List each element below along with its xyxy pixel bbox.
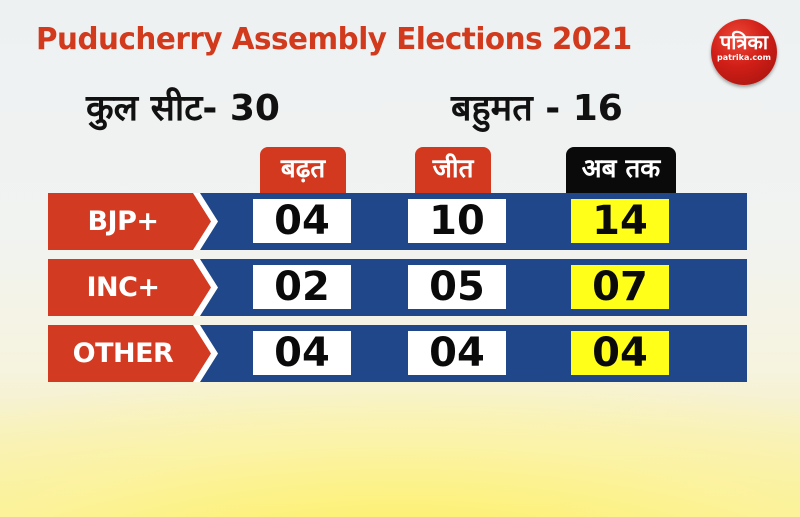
column-header-total: अब तक [566, 147, 676, 194]
party-chevron [48, 259, 211, 316]
logo-hindi-text: पत्रिका [719, 30, 769, 54]
table-row: BJP+ 04 10 14 [48, 193, 747, 250]
column-header-won: जीत [415, 147, 491, 194]
patrika-logo: पत्रिका patrika.com [711, 19, 777, 85]
leading-count: 04 [253, 331, 351, 375]
total-count: 14 [571, 199, 669, 243]
majority-mark: बहुमत - 16 [451, 88, 623, 129]
party-chevron [48, 193, 211, 250]
table-row: INC+ 02 05 07 [48, 259, 747, 316]
leading-count: 04 [253, 199, 351, 243]
party-name: OTHER [72, 338, 174, 369]
total-count: 04 [571, 331, 669, 375]
won-count: 10 [408, 199, 506, 243]
party-chevron [48, 325, 211, 382]
won-count: 04 [408, 331, 506, 375]
party-name: INC+ [86, 272, 160, 303]
logo-domain-text: patrika.com [717, 53, 771, 62]
party-name: BJP+ [87, 206, 159, 237]
table-row: OTHER 04 04 04 [48, 325, 747, 382]
leading-count: 02 [253, 265, 351, 309]
won-count: 05 [408, 265, 506, 309]
page-title: Puducherry Assembly Elections 2021 [36, 22, 632, 57]
total-count: 07 [571, 265, 669, 309]
total-seats: कुल सीट- 30 [86, 88, 280, 129]
column-header-leading: बढ़त [260, 147, 346, 194]
